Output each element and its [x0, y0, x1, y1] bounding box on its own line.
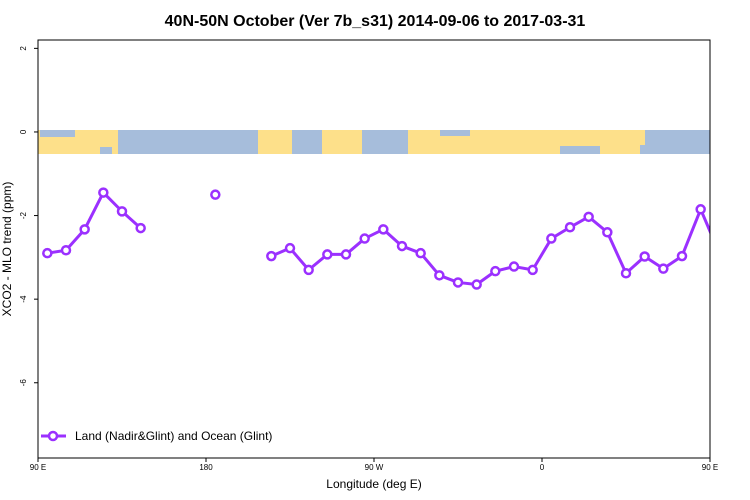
plot-frame: [37, 39, 711, 459]
data-point: [210, 189, 221, 200]
data-point: [527, 264, 538, 276]
data-point: [620, 267, 632, 279]
legend: Land (Nadir&Glint) and Ocean (Glint): [41, 429, 272, 443]
x-tick-label: 90 W: [365, 463, 384, 472]
data-point: [79, 224, 90, 235]
map-ocean: [440, 130, 470, 136]
y-tick-label: -2: [19, 211, 28, 219]
y-tick-label: -6: [19, 379, 28, 387]
data-point: [60, 245, 72, 256]
data-point: [452, 277, 464, 288]
data-point: [284, 242, 296, 254]
legend-entry: Land (Nadir&Glint) and Ocean (Glint): [75, 429, 272, 443]
series-line: [47, 191, 142, 255]
y-tick-label: 0: [19, 129, 28, 134]
map-ocean: [300, 130, 320, 135]
data-point: [676, 250, 688, 262]
data-point: [322, 249, 333, 260]
data-point: [602, 227, 613, 238]
data-point: [266, 250, 277, 262]
x-tick-label: 90 E: [702, 463, 718, 472]
world-map-strip: [38, 130, 710, 154]
data-point: [116, 206, 128, 217]
data-point: [658, 263, 669, 274]
data-point: [42, 247, 53, 259]
map-ocean: [100, 147, 112, 154]
axes-layer: 90 E 180 90 W 0 90 E 2 0 -2 -4 -6: [19, 46, 718, 472]
data-point: [695, 204, 706, 215]
data-point: [303, 264, 314, 276]
data-point: [564, 222, 576, 233]
map-ocean: [40, 130, 75, 137]
data-point: [715, 249, 723, 257]
x-tick-label: 180: [199, 463, 213, 472]
data-point: [434, 270, 445, 281]
data-point: [359, 233, 370, 244]
y-tick-label: 2: [19, 46, 28, 51]
data-point: [639, 251, 650, 262]
x-axis-label: Longitude (deg E): [326, 477, 421, 491]
map-ocean: [640, 145, 650, 154]
map-land: [258, 130, 292, 154]
series-line: [270, 207, 710, 287]
map-ocean: [560, 146, 600, 154]
data-point: [135, 222, 146, 234]
data-point: [98, 187, 109, 198]
data-point: [340, 249, 352, 260]
map-land: [322, 130, 362, 154]
x-tick-label: 0: [540, 463, 545, 472]
data-point: [734, 246, 742, 254]
data-point: [378, 224, 389, 235]
data-point: [508, 261, 520, 272]
data-point: [546, 233, 557, 244]
data-point: [471, 279, 482, 290]
legend-marker: [47, 430, 59, 442]
series-layer: [42, 187, 742, 290]
data-point: [583, 211, 594, 223]
y-axis-label: XCO2 - MLO trend (ppm): [0, 182, 14, 317]
data-point: [396, 240, 408, 252]
chart-title: 40N-50N October (Ver 7b_s31) 2014-09-06 …: [165, 13, 586, 30]
data-point: [415, 247, 426, 259]
x-tick-label: 90 E: [30, 463, 46, 472]
y-tick-label: -4: [19, 295, 28, 303]
data-point: [490, 265, 501, 277]
